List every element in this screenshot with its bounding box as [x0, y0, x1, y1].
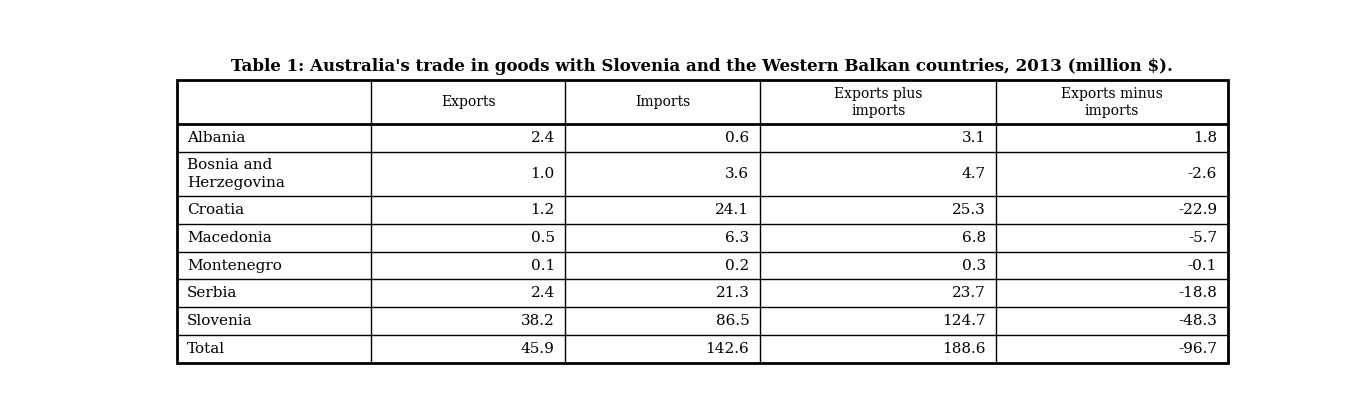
Text: Total: Total: [188, 342, 225, 356]
Text: 3.1: 3.1: [962, 131, 986, 145]
Text: 45.9: 45.9: [521, 342, 555, 356]
Text: -5.7: -5.7: [1188, 231, 1217, 245]
Text: -18.8: -18.8: [1178, 286, 1217, 300]
Text: 25.3: 25.3: [952, 203, 986, 217]
Text: 2.4: 2.4: [530, 131, 555, 145]
Text: Bosnia and
Herzegovina: Bosnia and Herzegovina: [188, 159, 285, 190]
Text: 6.3: 6.3: [725, 231, 749, 245]
Text: -2.6: -2.6: [1188, 167, 1217, 181]
Text: Exports minus
imports: Exports minus imports: [1062, 86, 1163, 118]
Text: 124.7: 124.7: [943, 314, 986, 328]
Text: 1.2: 1.2: [530, 203, 555, 217]
Text: Table 1: Australia's trade in goods with Slovenia and the Western Balkan countri: Table 1: Australia's trade in goods with…: [232, 58, 1173, 75]
Bar: [177, 80, 1228, 363]
Text: Slovenia: Slovenia: [188, 314, 253, 328]
Text: 142.6: 142.6: [706, 342, 749, 356]
Text: 38.2: 38.2: [521, 314, 555, 328]
Text: Serbia: Serbia: [188, 286, 237, 300]
Text: 86.5: 86.5: [715, 314, 749, 328]
Text: -96.7: -96.7: [1178, 342, 1217, 356]
Text: 24.1: 24.1: [715, 203, 749, 217]
Text: Albania: Albania: [188, 131, 245, 145]
Text: 1.0: 1.0: [530, 167, 555, 181]
Text: Montenegro: Montenegro: [188, 259, 282, 273]
Text: 2.4: 2.4: [530, 286, 555, 300]
Text: Exports plus
imports: Exports plus imports: [834, 86, 922, 118]
Text: 0.2: 0.2: [725, 259, 749, 273]
Text: 23.7: 23.7: [952, 286, 986, 300]
Text: 1.8: 1.8: [1193, 131, 1217, 145]
Text: Exports: Exports: [441, 95, 496, 109]
Text: 3.6: 3.6: [725, 167, 749, 181]
Text: 6.8: 6.8: [962, 231, 986, 245]
Text: -48.3: -48.3: [1178, 314, 1217, 328]
Text: 21.3: 21.3: [715, 286, 749, 300]
Text: 0.3: 0.3: [962, 259, 986, 273]
Text: -22.9: -22.9: [1178, 203, 1217, 217]
Text: 0.1: 0.1: [530, 259, 555, 273]
Text: Macedonia: Macedonia: [188, 231, 271, 245]
Text: 0.5: 0.5: [530, 231, 555, 245]
Text: 188.6: 188.6: [943, 342, 986, 356]
Text: Croatia: Croatia: [188, 203, 244, 217]
Text: 4.7: 4.7: [962, 167, 986, 181]
Text: Imports: Imports: [636, 95, 690, 109]
Text: -0.1: -0.1: [1188, 259, 1217, 273]
Text: 0.6: 0.6: [725, 131, 749, 145]
